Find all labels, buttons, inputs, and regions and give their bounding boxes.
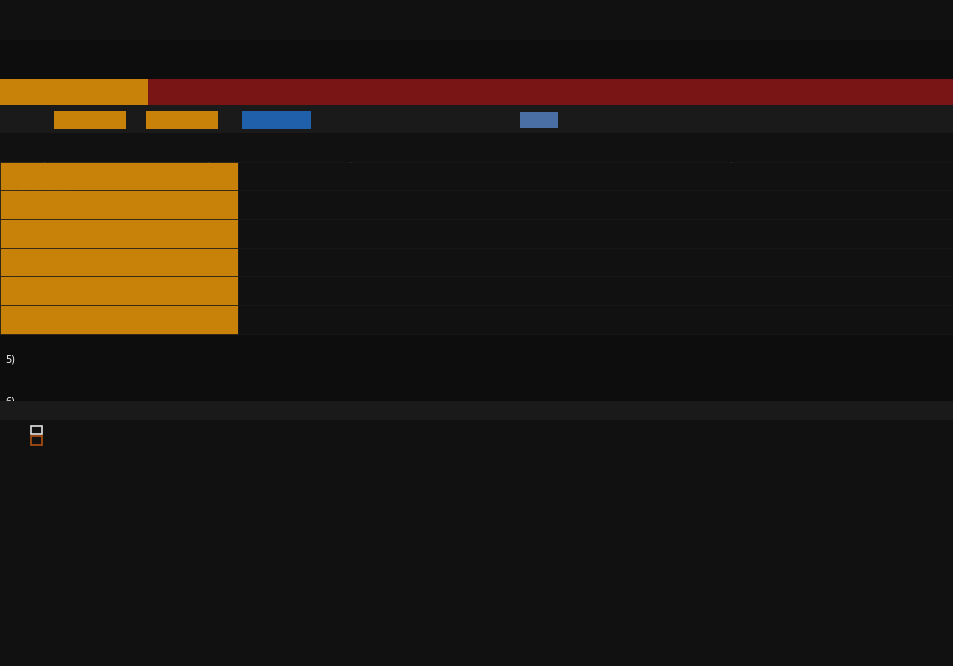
Text: 1M: 1M: [10, 409, 27, 419]
Text: -52.65%: -52.65%: [536, 182, 579, 192]
Text: 2Y: 2Y: [225, 409, 238, 419]
Text: + Track   ⯊ Annotate   🔍 Zoom: + Track ⯊ Annotate 🔍 Zoom: [419, 409, 575, 419]
Text: 120.28%: 120.28%: [414, 225, 459, 235]
Text: 3Y: 3Y: [265, 409, 278, 419]
Text: 10.38%: 10.38%: [690, 225, 729, 235]
Text: Range: Range: [5, 127, 38, 137]
Text: Difference: Difference: [530, 154, 583, 164]
Text: 06/30/2016: 06/30/2016: [60, 127, 121, 137]
Text: EUR: EUR: [165, 182, 186, 192]
Text: ↑ 8203.93: ↑ 8203.93: [42, 9, 113, 23]
Text: 23.58%: 23.58%: [290, 182, 330, 192]
Text: 4): 4): [5, 311, 15, 321]
Text: Annual Eq: Annual Eq: [679, 154, 732, 164]
Text: 67.63%: 67.63%: [420, 182, 459, 192]
Text: 1) UKX Index: 1) UKX Index: [5, 182, 72, 192]
Text: 2) SX5E Index: 2) SX5E Index: [5, 225, 77, 235]
Text: 3M: 3M: [50, 409, 67, 419]
Text: -- / --: -- / --: [530, 9, 559, 23]
Text: Price Change: Price Change: [290, 154, 358, 164]
Text: ▸ No. of Period 96 Month(s): ▸ No. of Period 96 Month(s): [339, 127, 480, 137]
Text: 6.67%: 6.67%: [696, 182, 729, 192]
Text: 6M: 6M: [90, 409, 107, 419]
Text: ⧉ Comparative Returns: ⧉ Comparative Returns: [820, 103, 948, 113]
Text: Settings: Settings: [344, 101, 395, 115]
Text: EUR: EUR: [165, 225, 186, 235]
Text: UKX Index: UKX Index: [5, 101, 77, 115]
Text: --: --: [572, 225, 579, 235]
Text: 10Y: 10Y: [355, 409, 375, 419]
Text: 06/28/2024: 06/28/2024: [148, 127, 209, 137]
Text: 5Y: 5Y: [310, 409, 323, 419]
Text: -37.33: -37.33: [148, 9, 193, 23]
Text: ⓘ On 05-Jul d  O 8241.26  H 8279.75  L 8182.70  Prev 8241.26: ⓘ On 05-Jul d O 8241.26 H 8279.75 L 8182…: [5, 47, 352, 57]
Text: Total Return: Total Return: [410, 154, 472, 164]
Text: Currency: Currency: [165, 154, 212, 164]
Text: 70.84%: 70.84%: [290, 225, 330, 235]
Text: 5): 5): [5, 354, 15, 364]
Text: 3): 3): [5, 268, 15, 278]
Text: Monthly: Monthly: [245, 127, 287, 137]
Text: UKX: UKX: [5, 9, 34, 23]
Text: 1Y: 1Y: [185, 409, 198, 419]
Text: Security: Security: [5, 154, 48, 164]
Text: YTD: YTD: [130, 409, 152, 419]
Text: Period: Period: [228, 127, 260, 137]
Text: EURO STOXX 50 Price EUR: EURO STOXX 50 Price EUR: [50, 443, 187, 453]
Text: 6): 6): [5, 397, 15, 407]
Text: FTSE 100 Index: FTSE 100 Index: [50, 433, 130, 443]
Text: Table: Table: [527, 127, 555, 137]
Text: -: -: [135, 127, 138, 137]
